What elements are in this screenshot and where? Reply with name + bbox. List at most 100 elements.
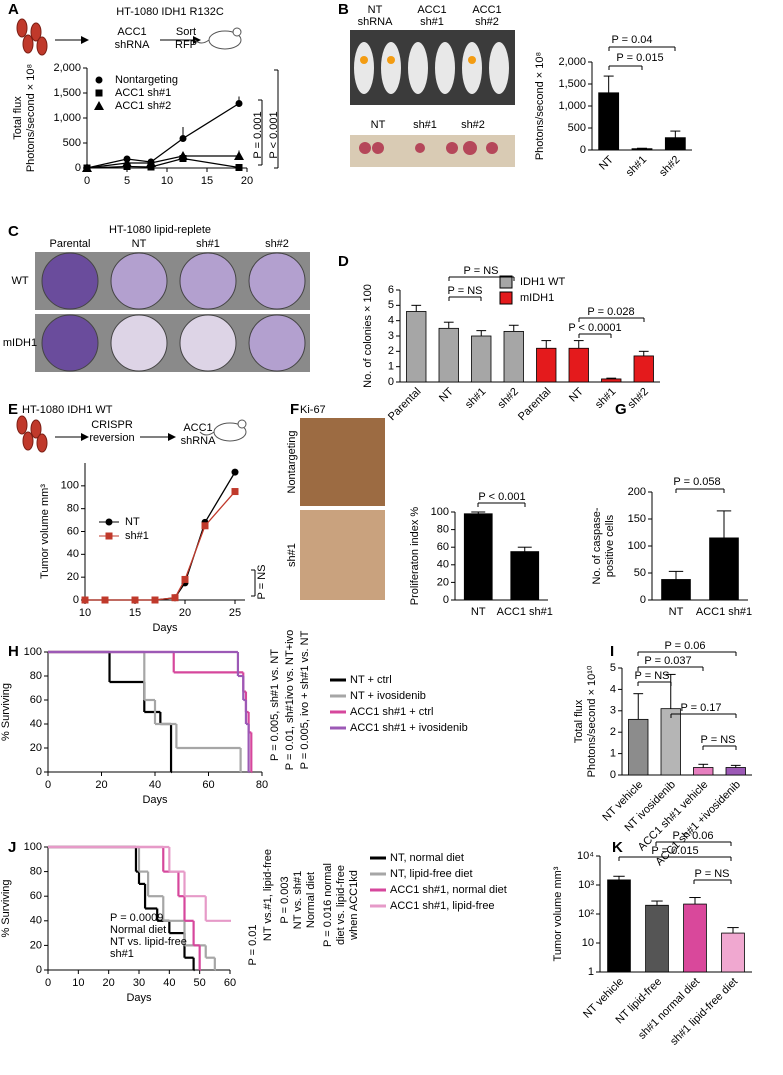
- y-tick-label: 60: [30, 890, 42, 902]
- y-axis-label: positive cells: [604, 514, 616, 577]
- marker: [146, 158, 156, 167]
- line: [85, 491, 236, 601]
- panel-label: G: [615, 401, 627, 418]
- figure-text: sh#1: [196, 238, 220, 250]
- y-axis-label: % Surviving: [0, 879, 12, 937]
- y-axis-label: Total flux: [12, 96, 24, 140]
- figure-text: Parental: [50, 238, 91, 250]
- x-tick-label: sh#1 lipid-free diet: [668, 976, 740, 1048]
- annotation: when ACC1kd: [348, 870, 360, 941]
- y-tick-label: 6: [388, 284, 394, 296]
- bar: [601, 378, 622, 383]
- mouse-image: [489, 42, 509, 94]
- annotation: P = 0.005, ivo + sh#1 vs. NT: [299, 630, 311, 769]
- well: [248, 314, 306, 372]
- y-axis-label: No. of caspase-: [591, 507, 603, 584]
- marker: [94, 101, 104, 110]
- y-tick-label: 4: [388, 315, 394, 327]
- figure-text: Sort: [176, 26, 196, 38]
- y-tick-label: 20: [437, 576, 449, 588]
- line: [86, 102, 240, 169]
- x-tick-label: 40: [163, 977, 175, 989]
- x-tick-label: sh#2: [496, 386, 521, 411]
- histology: [300, 418, 385, 506]
- mouse-image: [408, 42, 428, 94]
- mouse-image: [435, 42, 455, 94]
- figure-text: shRNA: [115, 39, 151, 51]
- y-tick-label: 1: [588, 966, 594, 978]
- cell: [22, 34, 34, 54]
- annotation: P = 0.06: [664, 640, 705, 652]
- y-tick-label: 2: [388, 345, 394, 357]
- well: [248, 252, 306, 310]
- y-tick-label: 100: [24, 646, 42, 658]
- marker: [101, 596, 109, 604]
- x-tick-label: 50: [194, 977, 206, 989]
- panel-label: E: [8, 401, 18, 418]
- x-tick-label: 10: [79, 607, 91, 619]
- annotation: NT vs. lipid-free: [110, 936, 187, 948]
- y-tick-label: 1: [388, 361, 394, 373]
- tumor: [372, 142, 384, 154]
- figure-text: NT: [371, 119, 386, 131]
- y-axis-label: % Surviving: [0, 683, 12, 741]
- marker: [151, 596, 159, 604]
- legend-label: mIDH1: [520, 292, 554, 304]
- x-tick-label: Parental: [516, 386, 553, 423]
- x-tick-label: NT: [437, 385, 456, 404]
- figure-text: mIDH1: [3, 337, 37, 349]
- annotation: P = NS: [448, 285, 483, 297]
- well: [179, 252, 237, 310]
- x-tick-label: NT: [471, 606, 486, 618]
- annotation: Normal diet: [305, 872, 317, 928]
- figure-text: ACC1: [417, 4, 446, 16]
- well: [179, 314, 237, 372]
- x-tick-label: 25: [229, 607, 241, 619]
- y-axis-label: Tumor volume mm³: [39, 484, 51, 579]
- y-tick-label: 40: [437, 559, 449, 571]
- x-tick-label: ACC1 sh#1: [497, 606, 553, 618]
- marker: [82, 163, 92, 172]
- annotation: P = 0.0009: [110, 912, 163, 924]
- figure-text: sh#2: [475, 16, 499, 28]
- mouse-ear: [237, 419, 247, 429]
- bar: [725, 767, 746, 776]
- well: [41, 252, 99, 310]
- x-tick-label: 10: [161, 175, 173, 187]
- y-tick-label: 40: [30, 718, 42, 730]
- tumor: [446, 142, 458, 154]
- cell: [16, 18, 28, 38]
- annotation: P = NS: [635, 670, 670, 682]
- legend-label: IDH1 WT: [520, 276, 566, 288]
- y-tick-label: 40: [67, 548, 79, 560]
- y-tick-label: 200: [628, 486, 646, 498]
- y-tick-label: 0: [36, 766, 42, 778]
- bar: [463, 513, 493, 601]
- y-tick-label: 60: [30, 694, 42, 706]
- y-tick-label: 40: [30, 915, 42, 927]
- panel-label: F: [290, 401, 299, 418]
- bar: [471, 335, 492, 383]
- signal: [387, 56, 395, 64]
- cell: [30, 419, 42, 439]
- y-axis-label: Photons/second × 10⁸: [534, 52, 546, 160]
- annotation: P < 0.001: [268, 111, 280, 158]
- legend-label: ACC1 sh#1, lipid-free: [390, 900, 495, 912]
- legend-label: ACC1 sh#1 + ctrl: [350, 706, 433, 718]
- legend-swatch: [499, 291, 513, 305]
- imaging-photo: [350, 30, 515, 105]
- annotation: NT vs.#1, lipid-free: [262, 849, 274, 941]
- mouse-image: [381, 42, 401, 94]
- x-tick-label: NT: [669, 606, 684, 618]
- mouse-image: [354, 42, 374, 94]
- annotation: P = 0.037: [644, 655, 691, 667]
- x-tick-label: 20: [95, 779, 107, 791]
- bar: [628, 718, 649, 776]
- legend-label: NT + ctrl: [350, 674, 392, 686]
- legend-label: NT, normal diet: [390, 852, 464, 864]
- bar: [598, 92, 620, 151]
- y-tick-label: 80: [67, 503, 79, 515]
- annotation: P = NS: [701, 734, 736, 746]
- marker: [131, 596, 139, 604]
